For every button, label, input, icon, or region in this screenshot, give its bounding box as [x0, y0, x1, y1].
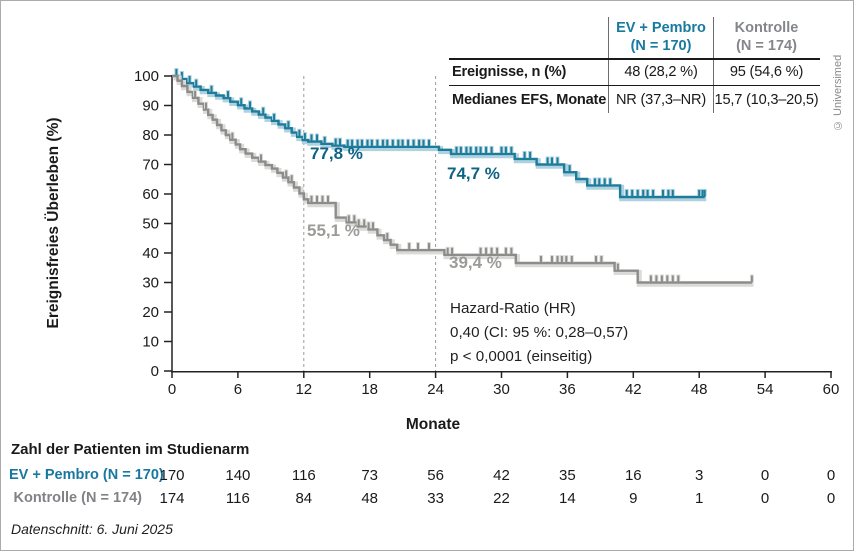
at-risk-count: 170 [159, 467, 185, 484]
landmark-ctrl-24m: 39,4 % [449, 253, 502, 272]
svg-text:80: 80 [142, 127, 159, 144]
svg-text:12: 12 [295, 381, 312, 398]
at-risk-count: 0 [826, 467, 836, 484]
at-risk-row-evpembro: EV + Pembro (N = 170) 170 140 116 73 56 42 35 1… [1, 467, 853, 485]
svg-text:54: 54 [757, 381, 774, 398]
at-risk-label-evpembro: EV + Pembro (N = 170) [9, 467, 164, 483]
results-row-label-events: Ereignisse, n (%) [452, 64, 567, 80]
at-risk-count: 22 [493, 490, 510, 507]
y-axis-title: Ereignisfreies Überleben (%) [45, 117, 62, 329]
at-risk-count: 116 [291, 467, 316, 484]
svg-text:70: 70 [142, 157, 159, 174]
at-risk-count: 140 [225, 467, 251, 484]
svg-text:18: 18 [361, 381, 378, 398]
at-risk-count: 1 [695, 490, 704, 507]
table-row-rule [449, 85, 820, 86]
at-risk-count: 9 [629, 490, 638, 507]
results-col-header-evpembro: EV + Pembro (N = 170) [616, 20, 706, 54]
results-cell-efs-ev: NR (37,3–NR) [615, 92, 707, 108]
table-divider-1 [608, 17, 609, 113]
at-risk-count: 35 [559, 467, 576, 484]
results-cell-events-ev: 48 (28,2 %) [624, 64, 698, 80]
at-risk-count: 116 [225, 490, 250, 507]
at-risk-count: 16 [624, 467, 642, 484]
hazard-ratio-block: Hazard-Ratio (HR) 0,40 (CI: 95 %: 0,28–0… [450, 297, 628, 369]
svg-text:48: 48 [691, 381, 708, 398]
landmark-ev-12m: 77,8 % [310, 144, 363, 163]
svg-text:60: 60 [142, 186, 159, 203]
results-col-header-kontrolle: Kontrolle (N = 174) [734, 20, 799, 54]
at-risk-count: 174 [159, 490, 185, 507]
at-risk-count: 0 [826, 490, 836, 507]
at-risk-row-kontrolle: Kontrolle (N = 174) 174 116 84 48 33 22 14 9 1 0 0 [1, 490, 853, 508]
at-risk-count: 42 [493, 467, 510, 484]
at-risk-count: 3 [695, 467, 704, 484]
table-divider-2 [713, 17, 714, 113]
svg-text:0: 0 [151, 363, 159, 380]
svg-text:30: 30 [142, 275, 159, 292]
at-risk-count: 33 [427, 490, 444, 507]
svg-text:100: 100 [134, 68, 159, 85]
at-risk-count: 56 [427, 467, 444, 484]
svg-text:20: 20 [142, 304, 159, 321]
hazard-ratio-title: Hazard-Ratio (HR) [450, 300, 576, 317]
hazard-ratio-ci: 0,40 (CI: 95 %: 0,28–0,57) [450, 324, 629, 341]
svg-text:36: 36 [559, 381, 576, 398]
x-axis-title: Monate [405, 416, 461, 433]
at-risk-count: 48 [361, 490, 379, 507]
at-risk-count: 0 [760, 490, 770, 507]
at-risk-count: 84 [295, 490, 313, 507]
table-header-rule [449, 58, 820, 60]
results-cell-events-ctrl: 95 (54,6 %) [729, 64, 804, 80]
at-risk-count: 14 [559, 490, 576, 507]
at-risk-count: 73 [361, 467, 379, 484]
svg-text:0: 0 [168, 381, 176, 398]
hazard-ratio-pvalue: p < 0,0001 (einseitig) [450, 348, 593, 365]
svg-text:42: 42 [625, 381, 642, 398]
landmark-ev-24m: 74,7 % [447, 164, 500, 183]
svg-text:24: 24 [427, 381, 444, 398]
results-cell-efs-ctrl: 15,7 (10,3–20,5) [714, 92, 819, 108]
copyright-credit: © Universimed [832, 54, 844, 131]
at-risk-label-kontrolle: Kontrolle (N = 174) [13, 490, 142, 506]
svg-text:30: 30 [493, 381, 510, 398]
svg-text:40: 40 [142, 245, 159, 262]
svg-text:10: 10 [142, 334, 159, 351]
svg-text:60: 60 [823, 381, 840, 398]
data-cutoff-note: Datenschnitt: 6. Juni 2025 [11, 521, 173, 537]
svg-text:50: 50 [142, 216, 159, 233]
results-row-label-median-efs: Medianes EFS, Monate [452, 92, 607, 108]
at-risk-title: Zahl der Patienten im Studienarm [11, 441, 250, 458]
landmark-ctrl-12m: 55,1 % [307, 221, 360, 240]
at-risk-count: 0 [760, 467, 770, 484]
svg-text:6: 6 [234, 381, 242, 398]
svg-text:90: 90 [142, 98, 159, 115]
